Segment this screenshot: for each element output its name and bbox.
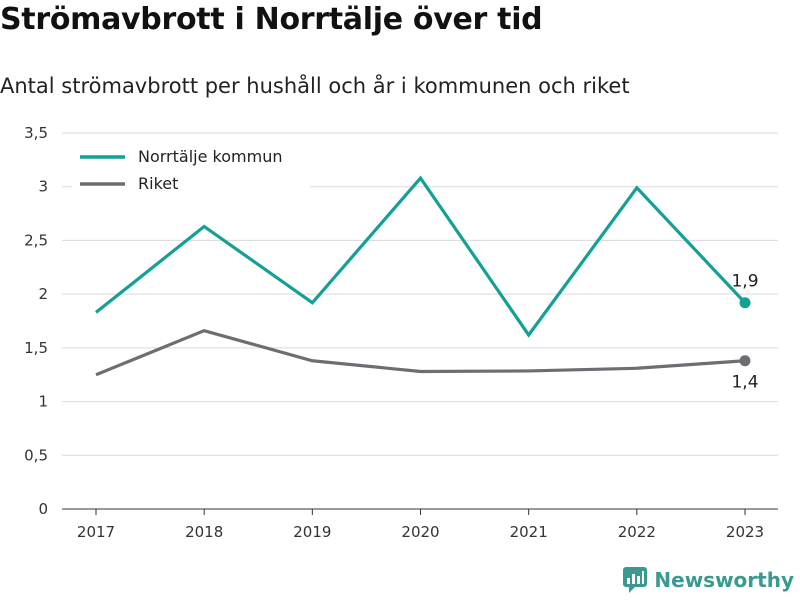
x-tick-label: 2017 <box>77 523 115 541</box>
x-tick-label: 2021 <box>510 523 548 541</box>
y-tick-label: 0 <box>38 500 48 518</box>
x-tick-label: 2019 <box>293 523 331 541</box>
y-tick-label: 3 <box>38 178 48 196</box>
end-labels: 1,9 1,4 <box>731 272 758 393</box>
data-label: 1,4 <box>731 373 758 393</box>
legend-label: Norrtälje kommun <box>138 147 282 166</box>
series-end-point <box>739 297 751 309</box>
newsworthy-brand[interactable]: Newsworthy <box>622 566 794 594</box>
chart-title: Strömavbrott i Norrtälje över tid <box>0 2 543 37</box>
series-lines <box>95 175 751 377</box>
series-line <box>95 328 746 377</box>
legend: Norrtälje kommun Riket <box>72 140 310 193</box>
brand-name: Newsworthy <box>654 568 794 592</box>
x-tick-label: 2023 <box>726 523 764 541</box>
y-tick-label: 2 <box>38 285 48 303</box>
legend-label: Riket <box>138 174 178 193</box>
x-tick-label: 2020 <box>401 523 439 541</box>
axes: 0 0,5 1 1,5 2 2,5 3 3,5 2017 2018 2019 2020 2021 2022… <box>24 124 778 541</box>
x-tick-label: 2018 <box>185 523 223 541</box>
y-tick-label: 2,5 <box>24 231 48 249</box>
y-tick-label: 1 <box>38 393 48 411</box>
newsworthy-logo-icon <box>623 567 648 593</box>
data-label: 1,9 <box>731 272 758 292</box>
series-line <box>95 175 747 338</box>
chart-subtitle: Antal strömavbrott per hushåll och år i … <box>0 74 630 98</box>
y-tick-label: 0,5 <box>24 446 48 464</box>
x-tick-label: 2022 <box>618 523 656 541</box>
series-end-point <box>739 355 751 367</box>
y-tick-label: 3,5 <box>24 124 48 142</box>
y-tick-label: 1,5 <box>24 339 48 357</box>
